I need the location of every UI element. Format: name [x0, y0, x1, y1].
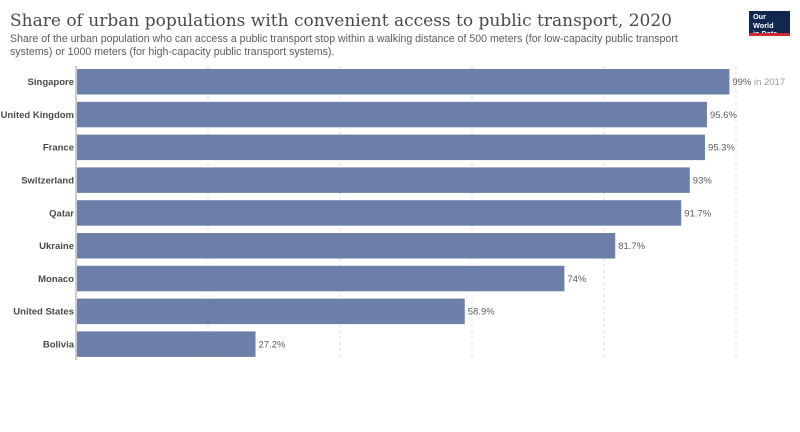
- bar[interactable]: [77, 134, 705, 161]
- value-label: 58.9%: [468, 307, 495, 318]
- bar[interactable]: [77, 101, 707, 128]
- logo-stripe: [749, 33, 790, 36]
- category-label: Qatar: [49, 208, 74, 219]
- bar[interactable]: [77, 233, 616, 259]
- value-label: 74%: [567, 274, 587, 285]
- bar[interactable]: [77, 69, 730, 95]
- value-label: 91.7%: [684, 208, 711, 219]
- chart-title: Share of urban populations with convenie…: [10, 11, 672, 31]
- bars-group: Singapore 99% in 2017 United Kingdom 95.6% F…: [1, 69, 785, 357]
- logo-text-line1: Our World: [753, 12, 774, 30]
- bar[interactable]: [77, 167, 690, 193]
- category-label: Bolivia: [43, 339, 75, 350]
- value-label: 95.3%: [708, 143, 735, 154]
- category-label: France: [43, 143, 74, 154]
- value-label: 81.7%: [618, 241, 645, 252]
- value-label: 27.2%: [259, 339, 286, 350]
- category-label: Switzerland: [21, 175, 74, 186]
- owid-logo[interactable]: Our World in Data: [749, 11, 790, 38]
- category-label: United Kingdom: [1, 110, 74, 121]
- bar[interactable]: [77, 298, 465, 325]
- bar[interactable]: [77, 331, 256, 357]
- bar[interactable]: [77, 200, 682, 226]
- category-label: Singapore: [28, 77, 74, 88]
- value-label: 99% in 2017: [732, 77, 785, 88]
- chart-subtitle: Share of the urban population who can ac…: [10, 33, 678, 58]
- category-label: United States: [13, 307, 74, 318]
- category-label: Ukraine: [39, 241, 74, 252]
- category-label: Monaco: [38, 274, 74, 285]
- value-label: 95.6%: [710, 110, 737, 121]
- bar[interactable]: [77, 265, 565, 292]
- value-note: in 2017: [751, 77, 785, 88]
- value-label: 93%: [693, 175, 713, 186]
